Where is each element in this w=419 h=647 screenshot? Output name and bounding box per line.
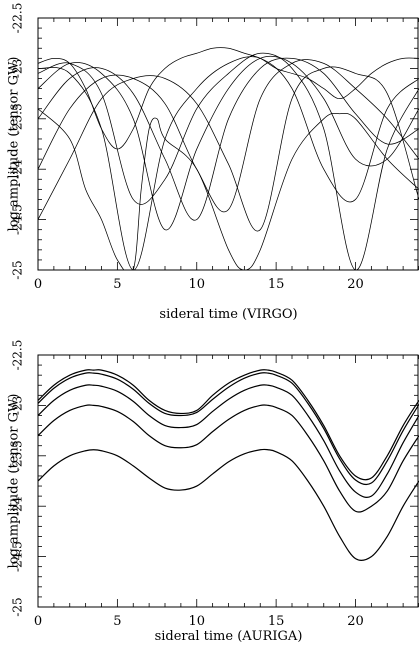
x-tick-label: 0	[34, 614, 42, 629]
y-tick-label: -23	[11, 396, 25, 415]
x-tick-label: 5	[113, 277, 121, 292]
chart-virgo: 0 5 10 15 20 -25 -24.5 -24 -23.5 -23 -22.5 sideral …	[7, 3, 419, 322]
y-tick-label: -24.5	[11, 204, 25, 235]
y-tick-label: -23.5	[11, 440, 25, 471]
y-tick-label: -22.5	[11, 340, 25, 371]
x-axis-label: sideral time (AURIGA)	[155, 629, 303, 644]
series-line-0	[38, 52, 419, 270]
x-tick-label: 20	[347, 277, 364, 292]
series-line-0	[38, 369, 419, 481]
y-tick-label: -23	[11, 59, 25, 78]
y-tick-label: -24.5	[11, 541, 25, 572]
x-tick-label: 15	[268, 277, 285, 292]
x-tick-label: 10	[188, 277, 205, 292]
x-tick-label: 15	[268, 614, 285, 629]
x-axis-label: sideral time (VIRGO)	[159, 307, 297, 322]
y-tick-label: -24	[11, 496, 25, 516]
y-axis-label: log amplitude (tensor GW)	[7, 394, 22, 569]
series-line-3	[38, 404, 419, 513]
y-tick-label: -25	[11, 260, 25, 279]
plot-frame	[37, 17, 419, 271]
series-line-1	[38, 372, 419, 486]
series-line-5	[38, 56, 419, 270]
series-line-4	[38, 66, 419, 232]
series-line-2	[38, 57, 419, 221]
chart-auriga: 0 5 10 15 20 -25 -24.5 -24 -23.5 -23 -22.5 sideral …	[7, 340, 419, 644]
series-line-2	[38, 384, 419, 498]
series-line-4	[38, 448, 419, 562]
series-line-7	[38, 108, 419, 270]
x-tick-label: 20	[347, 614, 364, 629]
series-line-6	[38, 47, 419, 150]
y-tick-label: -25	[11, 597, 25, 616]
y-tick-label: -23.5	[11, 103, 25, 134]
y-axis-label: log amplitude (tensor GW)	[7, 57, 22, 232]
y-tick-label: -24	[11, 159, 25, 179]
x-tick-label: 0	[34, 277, 42, 292]
plot-frame	[37, 354, 419, 608]
series-line-1	[38, 55, 419, 231]
x-tick-label: 10	[188, 614, 205, 629]
x-tick-label: 5	[113, 614, 121, 629]
y-tick-label: -22.5	[11, 3, 25, 34]
